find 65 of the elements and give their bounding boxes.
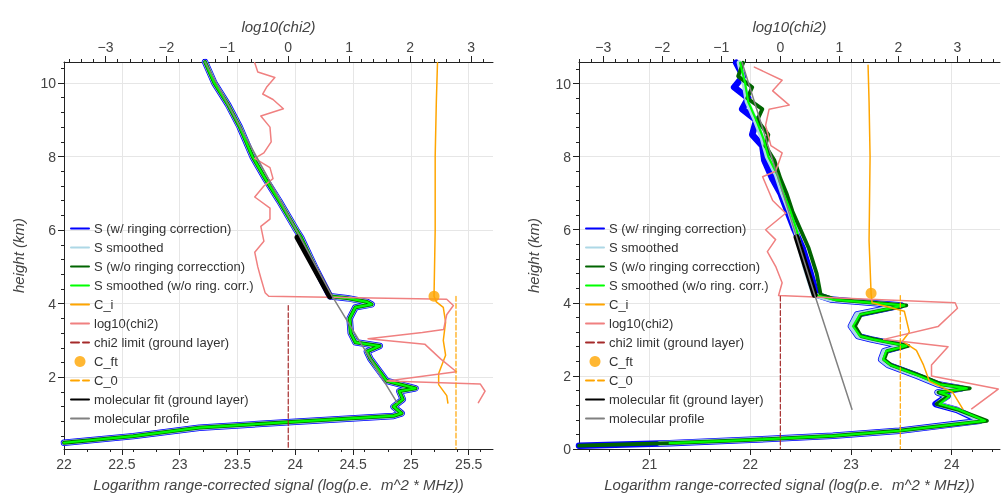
y-tick-label: 10 [40,74,57,91]
x-tick-label: 24 [287,456,304,472]
x2-tick-label: −2 [654,39,671,55]
y-tick-label: 4 [48,295,57,312]
x-tick-label: 22 [742,456,759,472]
legend-label: chi2 limit (ground layer) [94,335,230,350]
x2-tick-label: −1 [713,39,730,55]
legend-label: C_ft [94,354,119,369]
x-tick-label: 22 [56,456,72,472]
y-tick-label: 0 [563,441,572,457]
x-tick-label: 23 [843,456,859,472]
x-tick-label: 23.5 [223,456,252,472]
x2-axis-title: log10(chi2) [241,18,316,35]
y-axis-title: height (km) [10,217,27,294]
legend-label: molecular fit (ground layer) [94,392,249,407]
x2-tick-label: −2 [158,39,175,55]
legend-label: C_ft [609,354,634,369]
legend-label: S smoothed (w/o ring. corr.) [94,278,254,293]
x-tick-label: 25 [403,456,419,472]
legend-label: S smoothed [609,240,679,255]
legend-label: molecular profile [94,411,190,426]
x2-tick-label: 1 [835,39,844,55]
x2-tick-label: 3 [467,39,476,55]
legend-label: C_0 [94,373,118,388]
y-tick-label: 8 [563,148,572,165]
legend-label: S smoothed (w/o ring. corr.) [609,278,769,293]
x2-tick-label: 0 [284,39,293,55]
legend-label: S (w/ ringing correction) [94,221,232,236]
legend-label: molecular profile [609,411,705,426]
x2-tick-label: 1 [345,39,354,55]
legend-label: C_i [609,297,629,312]
legend-label: molecular fit (ground layer) [609,392,764,407]
legend-label: log10(chi2) [94,316,159,331]
x-axis-title: Logarithm range-corrected signal (log(p.e. m^2 * MHz)) [604,476,975,493]
x-tick-label: 23 [171,456,188,472]
y-tick-label: 8 [48,148,57,165]
x-tick-label: 25.5 [455,456,483,472]
x2-tick-label: 2 [406,39,415,55]
x-axis-title: Logarithm range-corrected signal (log(p.e. m^2 * MHz)) [93,476,464,493]
x-tick-label: 24 [943,456,960,472]
y-tick-label: 2 [48,369,57,386]
x-tick-label: 24.5 [339,456,367,472]
x2-tick-label: −3 [595,39,612,55]
x-tick-label: 21 [641,456,658,472]
x2-tick-label: 0 [776,39,785,55]
x-tick-label: 22.5 [108,456,136,472]
x2-axis-title: log10(chi2) [752,18,827,35]
x2-tick-label: −3 [97,39,114,55]
y-tick-label: 6 [563,221,572,238]
y-axis-title: height (km) [525,217,542,294]
legend-label: log10(chi2) [609,316,674,331]
legend-label: S smoothed [94,240,164,255]
y-tick-label: 6 [48,222,57,239]
x2-tick-label: 3 [953,39,962,55]
x2-tick-label: −1 [219,39,236,55]
y-tick-label: 2 [563,367,572,384]
legend-label: S (w/o ringing correcction) [609,259,760,274]
legend-label: C_0 [609,373,633,388]
legend-label: S (w/ ringing correction) [609,221,747,236]
x2-tick-label: 2 [894,39,903,55]
y-tick-label: 10 [555,75,572,92]
y-tick-label: 4 [563,294,572,311]
legend-label: chi2 limit (ground layer) [609,335,745,350]
legend-label: C_i [94,297,114,312]
legend-label: S (w/o ringing correcction) [94,259,245,274]
